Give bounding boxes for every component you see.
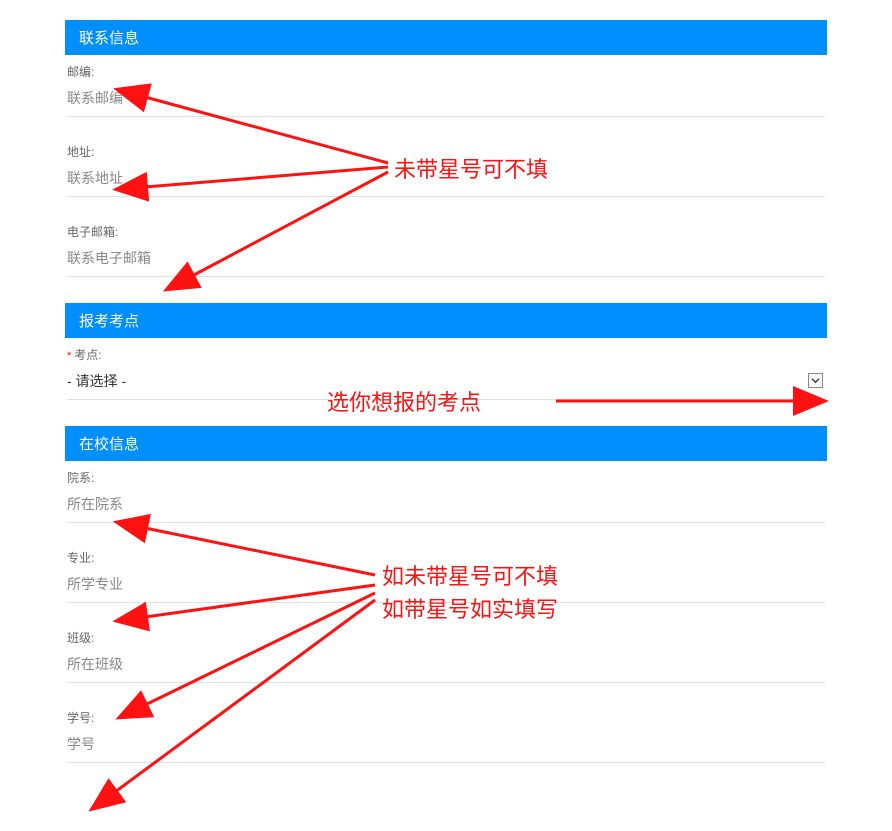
label-email: 电子邮箱: bbox=[67, 223, 825, 240]
section-header-exam: 报考考点 bbox=[65, 303, 827, 338]
label-department: 院系: bbox=[67, 469, 825, 486]
annotation-note3-line1: 如未带星号可不填 bbox=[382, 564, 558, 589]
field-student-id: 学号: bbox=[65, 709, 827, 763]
label-exam-site: *考点: bbox=[67, 346, 825, 363]
input-postcode[interactable] bbox=[67, 86, 825, 117]
annotation-note2: 选你想报的考点 bbox=[327, 386, 481, 419]
annotation-note1: 未带星号可不填 bbox=[394, 153, 548, 186]
label-exam-site-text: 考点: bbox=[74, 348, 101, 362]
input-department[interactable] bbox=[67, 492, 825, 523]
field-postcode: 邮编: bbox=[65, 63, 827, 117]
label-postcode: 邮编: bbox=[67, 63, 825, 80]
section-header-contact: 联系信息 bbox=[65, 20, 827, 55]
label-class: 班级: bbox=[67, 629, 825, 646]
field-email: 电子邮箱: bbox=[65, 223, 827, 277]
label-student-id: 学号: bbox=[67, 709, 825, 726]
input-student-id[interactable] bbox=[67, 732, 825, 763]
input-email[interactable] bbox=[67, 246, 825, 277]
field-class: 班级: bbox=[65, 629, 827, 683]
input-class[interactable] bbox=[67, 652, 825, 683]
required-mark: * bbox=[67, 350, 71, 362]
annotation-note3-line2: 如带星号如实填写 bbox=[382, 597, 558, 622]
field-department: 院系: bbox=[65, 469, 827, 523]
annotation-note3: 如未带星号可不填 如带星号如实填写 bbox=[382, 560, 558, 626]
section-header-school: 在校信息 bbox=[65, 426, 827, 461]
